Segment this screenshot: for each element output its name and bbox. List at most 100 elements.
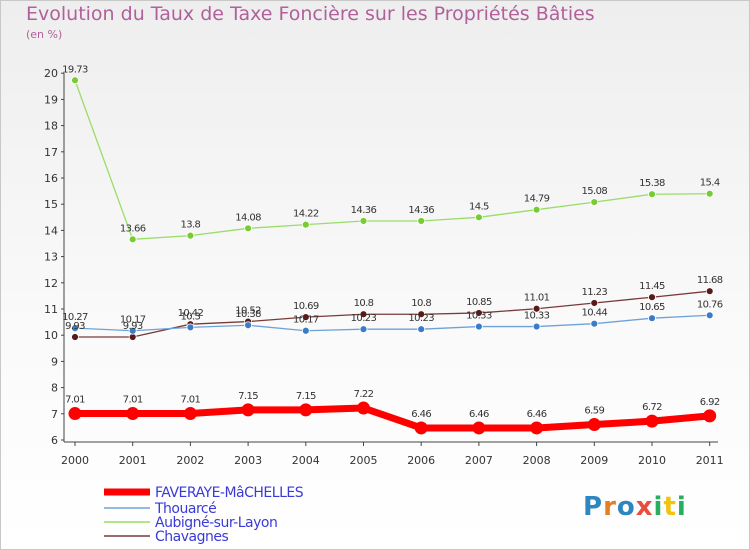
data-point <box>472 421 486 435</box>
y-tick-label: 18 <box>44 120 58 133</box>
data-point <box>705 287 714 296</box>
data-label: 11.68 <box>697 275 723 286</box>
data-label: 7.01 <box>65 395 85 406</box>
data-label: 6.72 <box>642 402 662 413</box>
data-label: 10.65 <box>639 302 665 313</box>
legend-label: Chavagnes <box>155 529 228 545</box>
data-point <box>417 310 426 319</box>
y-tick-label: 10 <box>44 329 58 342</box>
x-tick-label: 2008 <box>523 454 551 467</box>
chart-subtitle: (en %) <box>26 28 63 41</box>
data-point <box>301 326 310 335</box>
x-tick-label: 2007 <box>465 454 493 467</box>
data-point <box>186 231 195 240</box>
y-tick-label: 13 <box>44 251 58 264</box>
data-point <box>128 326 137 335</box>
data-label: 7.01 <box>123 395 143 406</box>
data-point <box>417 217 426 225</box>
data-point <box>474 309 483 317</box>
logo-letter: P <box>583 492 604 522</box>
data-point <box>71 324 79 333</box>
x-tick-label: 2000 <box>61 454 89 467</box>
data-point <box>301 220 310 229</box>
data-label: 9.93 <box>123 321 143 332</box>
series-line <box>71 404 714 432</box>
data-point <box>530 421 544 435</box>
x-tick-label: 2009 <box>580 454 608 467</box>
data-point <box>474 322 483 331</box>
y-tick-label: 8 <box>51 382 58 395</box>
series-line <box>74 79 711 240</box>
data-label: 6.59 <box>584 406 604 417</box>
data-point <box>705 189 714 198</box>
logo-letter: o <box>616 492 636 522</box>
data-point <box>532 304 541 313</box>
data-point <box>241 403 255 417</box>
data-point <box>299 403 313 417</box>
data-label: 14.08 <box>235 212 261 223</box>
data-point <box>417 325 426 334</box>
data-label: 10.38 <box>235 309 261 320</box>
x-tick-label: 2006 <box>407 454 435 467</box>
y-tick-label: 19 <box>44 93 58 106</box>
data-label: 10.8 <box>354 298 374 309</box>
data-label: 10.23 <box>408 313 434 324</box>
data-label: 11.45 <box>639 281 665 292</box>
y-tick-label: 6 <box>51 434 58 447</box>
data-point <box>126 407 140 421</box>
data-point <box>474 213 483 222</box>
data-point <box>128 235 137 244</box>
data-label: 10.33 <box>524 311 550 322</box>
data-label: 10.8 <box>411 298 431 309</box>
data-point <box>705 311 714 320</box>
x-tick-label: 2010 <box>638 454 666 467</box>
data-point <box>183 407 197 421</box>
data-label: 13.66 <box>120 223 146 234</box>
data-label: 10.17 <box>293 315 319 326</box>
data-point <box>68 407 82 421</box>
data-label: 7.15 <box>296 391 316 402</box>
data-point <box>648 314 656 323</box>
data-label: 9.93 <box>65 321 85 332</box>
chart-title: Evolution du Taux de Taxe Foncière sur l… <box>26 3 595 25</box>
x-tick-label: 2004 <box>292 454 320 467</box>
y-tick-label: 15 <box>44 198 58 211</box>
x-tick-label: 2003 <box>234 454 262 467</box>
data-label: 10.17 <box>120 315 146 326</box>
data-label: 6.46 <box>411 409 431 420</box>
data-label: 10.3 <box>180 311 200 322</box>
data-point <box>357 401 370 415</box>
data-label: 14.5 <box>469 201 489 212</box>
data-point <box>359 217 368 225</box>
x-tick-label: 2001 <box>119 454 147 467</box>
proxiti-logo: Proxiti <box>583 492 687 522</box>
series-line <box>74 314 711 332</box>
y-tick-label: 12 <box>44 277 58 290</box>
x-tick-label: 2011 <box>696 454 724 467</box>
y-tick-label: 7 <box>51 408 58 421</box>
y-tick-label: 20 <box>44 67 58 80</box>
data-labels-layer: 19.73 13.66 13.8 14.08 14.22 14.36 14.36 14.5 14… <box>62 64 723 420</box>
series-line <box>74 290 711 338</box>
data-label: 7.22 <box>354 389 374 400</box>
data-point <box>244 321 253 330</box>
legend: FAVERAYE-MâCHELLESThouarcéAubigné-sur-La… <box>104 485 304 545</box>
data-label: 14.36 <box>408 205 434 216</box>
logo-letter: r <box>603 492 617 522</box>
data-label: 14.22 <box>293 209 319 220</box>
data-label: 6.92 <box>700 397 720 408</box>
data-label: 7.01 <box>180 395 200 406</box>
data-point <box>359 325 368 334</box>
x-tick-label: 2002 <box>176 454 204 467</box>
y-tick-label: 17 <box>44 146 58 159</box>
data-point <box>301 313 310 322</box>
data-label: 15.4 <box>700 178 720 189</box>
data-point <box>648 293 656 302</box>
axes: 6 7 8 9 10 11 12 13 14 15 16 17 18 19 20 2000 2001 2002 20… <box>44 67 724 467</box>
data-label: 11.23 <box>581 287 607 298</box>
series-layer <box>68 76 717 435</box>
data-label: 11.01 <box>524 293 550 304</box>
logo-letter: t <box>663 492 677 522</box>
